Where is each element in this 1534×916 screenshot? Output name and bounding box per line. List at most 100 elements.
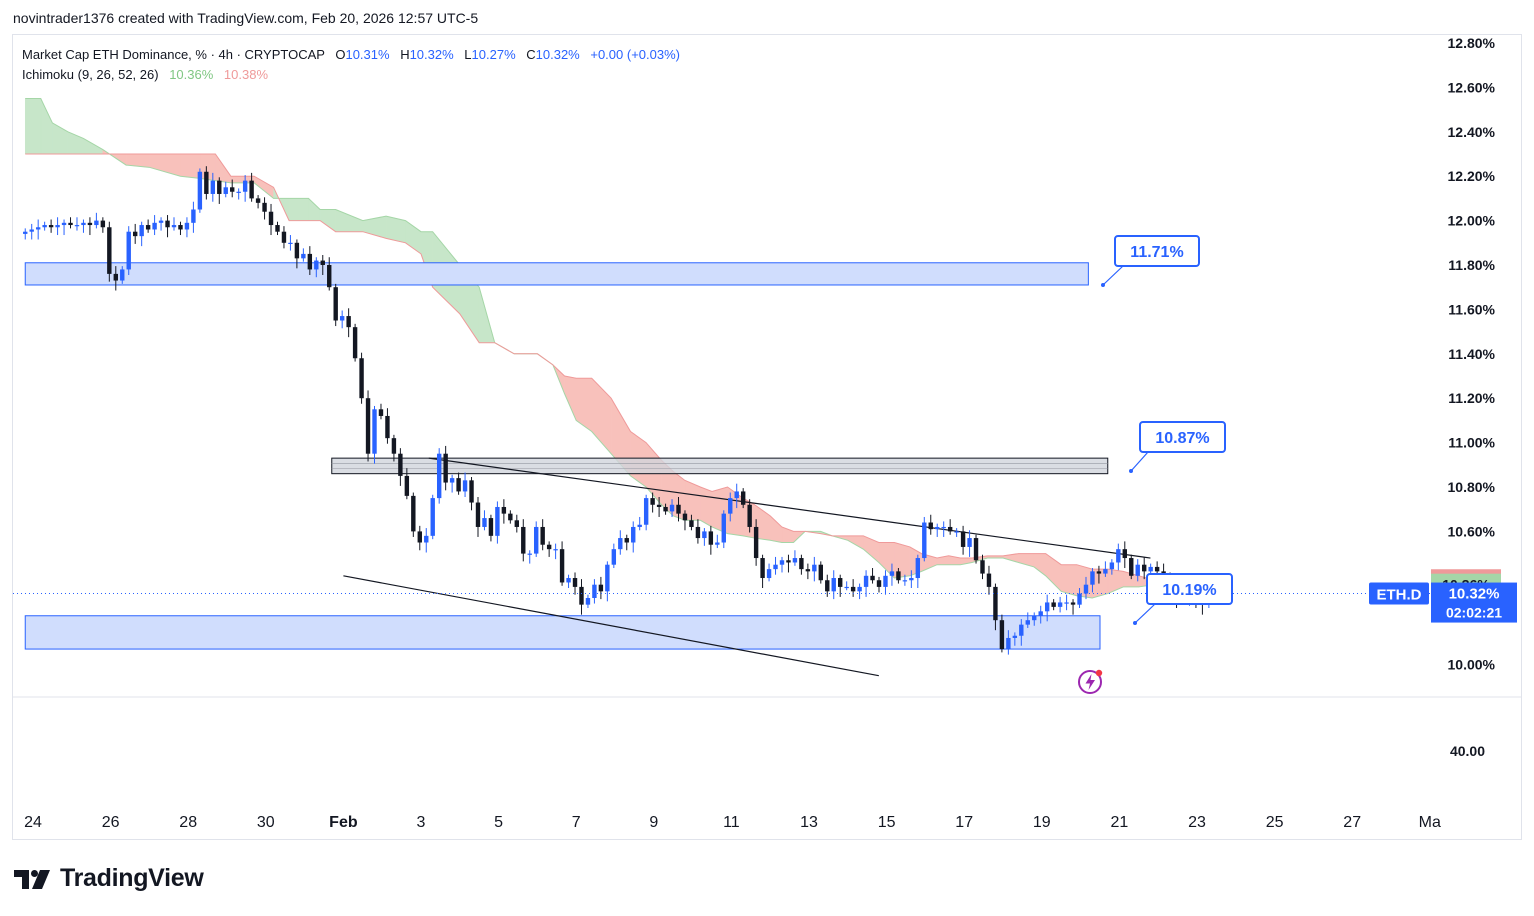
candle-body [760, 558, 765, 579]
candle-body [715, 542, 720, 545]
candle-body [954, 531, 959, 533]
candle-body [391, 438, 397, 454]
candle-body [307, 253, 313, 270]
candle-body [456, 478, 461, 492]
candle-body [889, 571, 895, 576]
candle-body [242, 180, 248, 192]
candle-body [482, 518, 487, 527]
candle-body [1051, 602, 1056, 607]
candle-body [411, 495, 416, 532]
candle-body [656, 504, 662, 507]
candle-body [708, 531, 714, 545]
legend-indicator-val1: 10.36% [169, 67, 214, 82]
cloud-segment [319, 209, 336, 233]
candle-body [799, 558, 804, 570]
candle-body [469, 480, 474, 503]
candle-body [1012, 635, 1018, 638]
candle-body [669, 504, 675, 512]
candle-body [1077, 593, 1082, 605]
candle-body [922, 522, 927, 559]
cloud-segment [180, 153, 201, 179]
candle-body [1141, 564, 1147, 572]
cloud-segment [1060, 564, 1077, 597]
candle-body [928, 522, 933, 530]
candle-body [475, 502, 481, 527]
y-tick-label: 12.40% [1448, 124, 1496, 140]
cloud-segment [769, 515, 783, 543]
x-tick-label: 5 [494, 814, 503, 831]
callout-label: 10.87% [1155, 430, 1209, 447]
candle-body [184, 222, 190, 230]
tradingview-brand[interactable]: TradingView [14, 864, 204, 893]
cloud-segment [847, 535, 864, 550]
trendline-layer [343, 457, 1151, 677]
callout-label: 10.19% [1162, 582, 1216, 599]
x-tick-label: 30 [257, 814, 275, 831]
candle-body [566, 578, 571, 583]
legend-low-label: L [464, 47, 472, 62]
candle-body [288, 242, 293, 244]
candle-body [559, 549, 565, 583]
callout-label: 11.71% [1130, 244, 1183, 261]
candle-body [728, 498, 733, 514]
candle-body [993, 586, 998, 621]
candle-body [1083, 584, 1089, 594]
candle-body [572, 578, 578, 587]
candle-body [165, 220, 170, 228]
x-tick-label: 3 [417, 814, 426, 831]
legend-open: 10.31% [345, 47, 390, 62]
candle-body [1064, 602, 1069, 604]
candle-body [139, 225, 144, 237]
candle-body [598, 584, 604, 592]
candle-body [947, 526, 953, 532]
candle-body [61, 222, 67, 226]
callout-anchor [1133, 621, 1137, 625]
candle-body [521, 526, 526, 554]
callout-pointer [1134, 603, 1156, 624]
candle-body [546, 544, 552, 550]
y-tick-label: 12.80% [1448, 35, 1496, 51]
candle-body [624, 538, 629, 543]
legend-indicator-row[interactable]: Ichimoku (9, 26, 52, 26) 10.36% 10.38% [22, 65, 680, 85]
candle-body [618, 538, 623, 550]
y-tick-label: 10.00% [1448, 657, 1496, 673]
secondary-scale-label: 40.00 [1450, 743, 1485, 759]
candle-body [320, 260, 325, 265]
candle-body [35, 227, 41, 230]
candle-body [527, 553, 532, 555]
candle-body [294, 242, 300, 259]
y-tick-label: 11.80% [1448, 257, 1495, 273]
candle-body [443, 453, 448, 483]
candle-body [605, 564, 610, 592]
candle-body [514, 520, 520, 527]
candle-body [896, 571, 901, 581]
candle-body [941, 526, 946, 529]
legend-indicator-val2: 10.38% [223, 67, 269, 82]
candle-body [818, 564, 823, 581]
y-tick-label: 12.00% [1448, 213, 1496, 229]
candle-body [695, 526, 701, 539]
x-tick-label: 15 [878, 814, 896, 831]
lightning-alert-icon[interactable] [1077, 668, 1105, 696]
candle-body [217, 180, 222, 194]
candle-body [1019, 624, 1024, 636]
candle-body [132, 231, 138, 237]
candle-body [831, 578, 836, 592]
cloud-segment [1033, 553, 1046, 577]
candle-body [909, 578, 914, 581]
y-tick-label: 10.80% [1448, 479, 1496, 495]
zone-layer [24, 262, 1109, 650]
candle-body [1109, 562, 1115, 570]
candle-body [333, 287, 338, 321]
chart-frame [12, 34, 1522, 840]
candle-body [352, 327, 358, 359]
candle-body [404, 475, 410, 496]
candle-body [191, 209, 196, 223]
x-tick-label: Feb [329, 814, 358, 831]
candle-body [812, 564, 817, 572]
candle-body [23, 231, 28, 234]
callout-pointer [1102, 265, 1124, 286]
candle-body [385, 415, 390, 439]
cloud-segment [335, 209, 364, 232]
